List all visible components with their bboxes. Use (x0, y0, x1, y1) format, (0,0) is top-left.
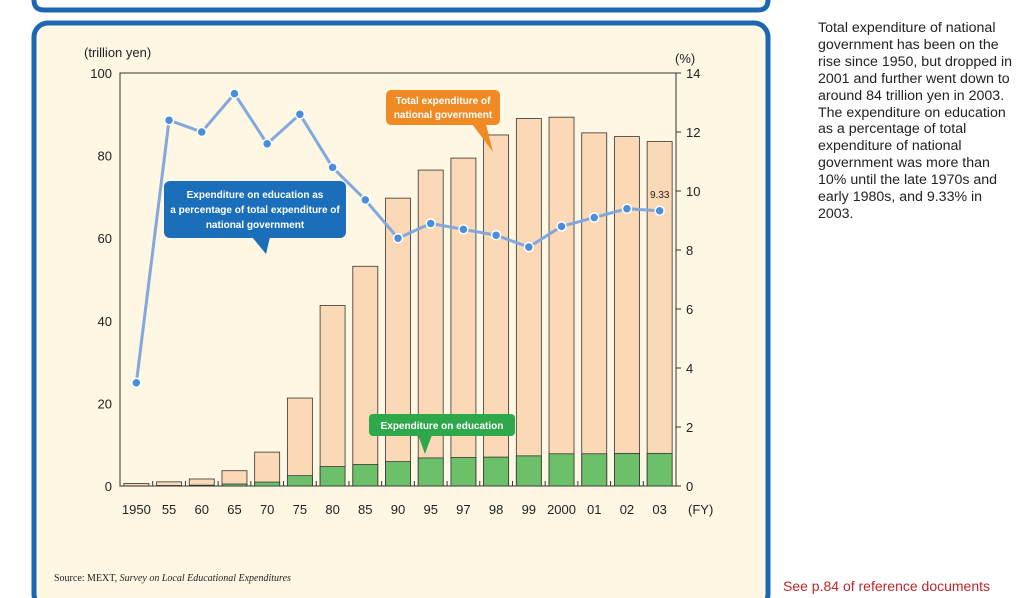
percentage-point-97 (458, 224, 469, 235)
left-tick-label: 100 (90, 66, 112, 81)
bar-education-99 (515, 455, 542, 487)
x-tick-label: 85 (358, 502, 372, 517)
right-tick-label: 2 (686, 420, 693, 435)
bar-education-65 (221, 483, 248, 487)
callout-education: Expenditure on education (369, 414, 515, 454)
x-axis-unit-label: (FY) (688, 502, 713, 517)
bar-total-01 (581, 132, 608, 487)
percentage-point-01 (588, 212, 600, 223)
bar-education-75 (286, 475, 313, 487)
bar-education-85 (352, 464, 379, 487)
bar-education-01 (581, 453, 608, 487)
percentage-point-80 (327, 162, 338, 173)
bar-total-99 (515, 118, 542, 487)
right-tick-label: 14 (686, 66, 700, 81)
right-tick-label: 10 (686, 184, 700, 199)
left-axis-label: (trillion yen) (84, 45, 151, 60)
x-tick-label: 01 (587, 502, 601, 517)
x-tick-label: 2000 (547, 502, 576, 517)
last-point-label: 9.33 (650, 190, 670, 201)
x-axis: 1950 55 60 65 70 75 80 85 90 95 97 98 99 2000 01 02 03 (122, 502, 667, 517)
bar-education-02 (614, 452, 640, 487)
callout-percentage: Expenditure on education as a percentage… (164, 181, 346, 254)
bar-education-90 (385, 461, 411, 487)
x-tick-label: 75 (293, 502, 307, 517)
left-tick-label: 80 (98, 149, 112, 164)
x-tick-label: 80 (325, 502, 339, 517)
percentage-point-60 (196, 126, 208, 138)
right-axis: 0 2 4 6 8 10 12 14 (676, 66, 700, 494)
x-tick-label: 03 (652, 502, 666, 517)
source-note: Source: MEXT, Survey on Local Educationa… (54, 573, 291, 584)
x-tick-label: 1950 (122, 502, 151, 517)
bar-education-70 (254, 481, 281, 487)
bar-education-97 (450, 457, 477, 487)
x-tick-label: 70 (260, 502, 274, 517)
right-tick-label: 0 (686, 479, 693, 494)
callout-education-line-1: Expenditure on education (381, 421, 504, 432)
left-tick-label: 0 (105, 479, 112, 494)
callout-total: Total expenditure of national government (386, 90, 500, 152)
percentage-point-98 (490, 230, 502, 241)
percentage-point-65 (229, 88, 240, 99)
x-tick-label: 99 (522, 502, 536, 517)
callout-percentage-line-3: national government (206, 220, 305, 231)
percentage-point-95 (425, 218, 436, 229)
bar-total-02 (614, 136, 640, 487)
percentage-point-1950 (131, 377, 142, 388)
bar-education-03 (646, 452, 673, 487)
percentage-point-85 (360, 194, 371, 206)
callout-percentage-line-2: a percentage of total expenditure of (170, 205, 340, 216)
percentage-line-series (131, 88, 665, 388)
right-tick-label: 4 (686, 361, 693, 376)
right-tick-label: 12 (686, 125, 700, 140)
bar-total-2000 (548, 116, 575, 487)
bar-total-85 (352, 265, 379, 487)
percentage-point-90 (392, 232, 404, 244)
left-axis: 0 20 40 60 80 100 (90, 66, 112, 494)
top-frame-edge (31, 0, 771, 13)
x-tick-label: 60 (195, 502, 209, 517)
bar-education-2000 (548, 453, 575, 487)
bar-education-80 (319, 466, 346, 487)
bar-education-98 (483, 456, 510, 487)
x-tick-label: 65 (227, 502, 241, 517)
x-tick-label: 98 (489, 502, 503, 517)
right-axis-label: (%) (675, 51, 695, 66)
bar-education-60 (188, 484, 215, 487)
right-tick-label: 8 (686, 243, 693, 258)
percentage-point-2000 (556, 221, 567, 232)
x-tick-label: 02 (620, 502, 634, 517)
x-tick-label: 90 (391, 502, 405, 517)
left-tick-label: 60 (98, 231, 112, 246)
bar-total-75 (286, 397, 313, 487)
description-text: Total expenditure of national government… (818, 20, 1013, 222)
percentage-point-55 (163, 114, 175, 126)
bar-education-95 (417, 457, 444, 487)
callout-percentage-line-1: Expenditure on education as (187, 190, 324, 201)
bar-total-90 (385, 197, 411, 487)
source-prefix: Source: MEXT, (54, 573, 120, 584)
x-tick-label: 97 (456, 502, 470, 517)
right-tick-label: 6 (686, 302, 693, 317)
percentage-point-75 (294, 109, 306, 120)
percentage-point-99 (523, 241, 535, 253)
percentage-point-02 (621, 203, 633, 214)
source-title: Survey on Local Educational Expenditures (120, 573, 291, 584)
reference-documents-link[interactable]: See p.84 of reference documents (783, 578, 991, 594)
percentage-point-70 (261, 138, 273, 150)
callout-total-line-2: national government (394, 110, 493, 121)
x-tick-label: 95 (423, 502, 437, 517)
left-tick-label: 40 (98, 314, 112, 329)
left-tick-label: 20 (98, 396, 112, 411)
bar-total-97 (450, 157, 477, 487)
bar-total-80 (319, 305, 346, 487)
percentage-point-03 (654, 205, 665, 217)
callout-total-line-1: Total expenditure of (396, 96, 491, 107)
bar-total-70 (254, 451, 281, 487)
x-tick-label: 55 (162, 502, 176, 517)
bar-series (123, 116, 673, 487)
